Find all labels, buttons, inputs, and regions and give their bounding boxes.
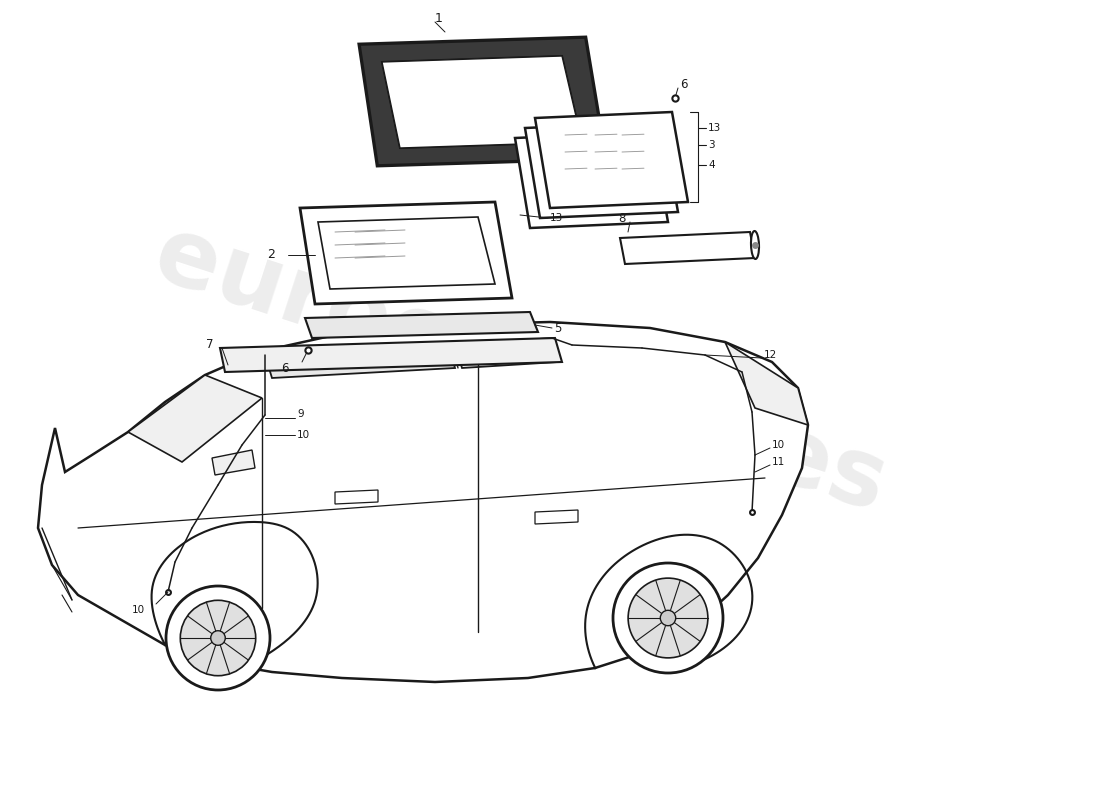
- Ellipse shape: [751, 231, 759, 259]
- Ellipse shape: [613, 563, 723, 673]
- Text: a passion for parts since 1985: a passion for parts since 1985: [341, 414, 759, 515]
- Text: 6: 6: [282, 362, 288, 374]
- Polygon shape: [220, 338, 562, 372]
- Text: 2: 2: [267, 249, 275, 262]
- Text: 13: 13: [708, 123, 722, 133]
- Polygon shape: [382, 56, 582, 148]
- Polygon shape: [360, 38, 605, 165]
- Polygon shape: [535, 112, 688, 208]
- Text: 11: 11: [772, 457, 785, 467]
- Polygon shape: [128, 375, 262, 462]
- Text: 5: 5: [554, 322, 561, 334]
- Polygon shape: [360, 38, 605, 165]
- Polygon shape: [535, 510, 578, 524]
- Polygon shape: [318, 217, 495, 289]
- Ellipse shape: [180, 600, 255, 676]
- Ellipse shape: [660, 610, 675, 626]
- Ellipse shape: [211, 630, 226, 646]
- Text: 13: 13: [550, 213, 563, 223]
- Polygon shape: [39, 322, 808, 682]
- Polygon shape: [525, 122, 678, 218]
- Polygon shape: [265, 345, 455, 378]
- Text: 4: 4: [708, 160, 715, 170]
- Polygon shape: [300, 202, 512, 304]
- Text: 7: 7: [207, 338, 213, 351]
- Text: 1: 1: [434, 11, 443, 25]
- Polygon shape: [212, 450, 255, 475]
- Text: 8: 8: [618, 211, 626, 225]
- Text: 9: 9: [297, 409, 304, 419]
- Text: 12: 12: [764, 350, 778, 360]
- Polygon shape: [336, 490, 378, 504]
- Ellipse shape: [628, 578, 708, 658]
- Text: 6: 6: [680, 78, 688, 91]
- Text: 10: 10: [131, 605, 144, 615]
- Polygon shape: [515, 132, 668, 228]
- Polygon shape: [305, 312, 538, 338]
- Polygon shape: [620, 232, 755, 264]
- Polygon shape: [39, 322, 808, 682]
- Text: eurocarspares: eurocarspares: [143, 208, 898, 532]
- Text: 10: 10: [772, 440, 785, 450]
- Text: 10: 10: [297, 430, 310, 440]
- Text: 3: 3: [708, 140, 715, 150]
- Polygon shape: [455, 338, 558, 368]
- Polygon shape: [725, 342, 808, 425]
- Ellipse shape: [166, 586, 270, 690]
- Polygon shape: [382, 56, 582, 148]
